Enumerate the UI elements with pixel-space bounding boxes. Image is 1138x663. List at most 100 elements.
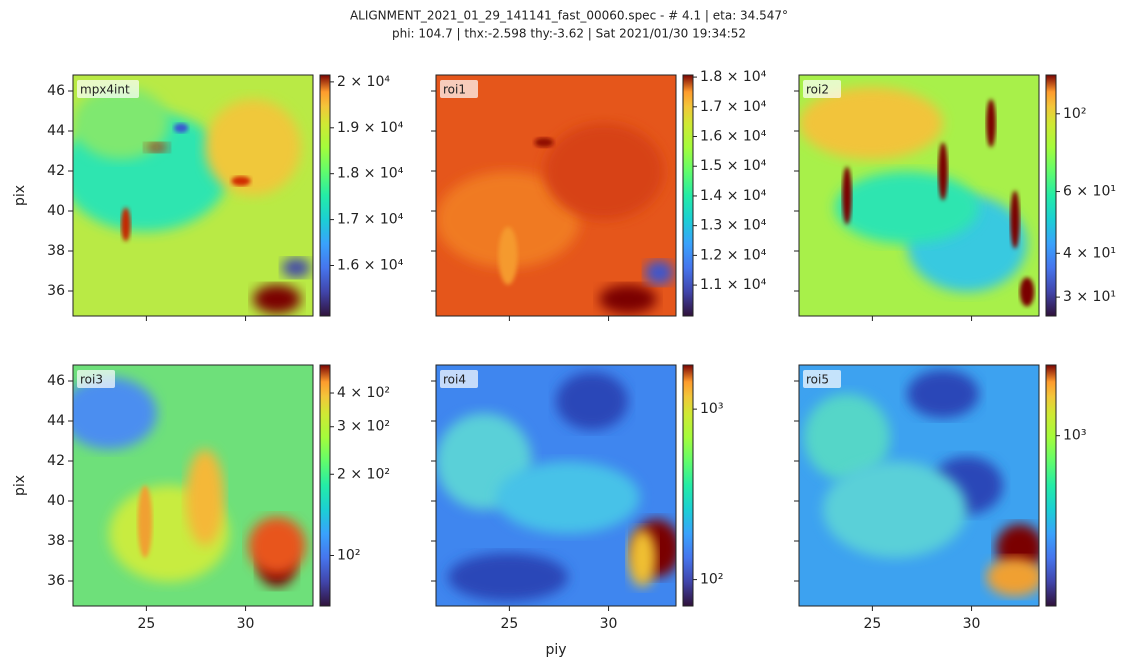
image-feature xyxy=(803,393,891,481)
image-feature xyxy=(799,87,943,160)
y-tick-label: 44 xyxy=(47,413,65,429)
image-feature xyxy=(253,284,301,314)
image-feature xyxy=(599,284,657,314)
y-axis-label: pix xyxy=(12,475,28,496)
x-tick-label: 30 xyxy=(600,616,618,632)
x-tick-label: 25 xyxy=(863,616,881,632)
colorbar-tick-label: 2 × 10² xyxy=(337,466,390,482)
y-tick-label: 36 xyxy=(47,283,65,299)
image-feature xyxy=(448,552,568,602)
colorbar xyxy=(1045,364,1057,607)
label-box xyxy=(77,370,115,388)
x-tick-label: 30 xyxy=(237,616,255,632)
colorbar-tick-label: 10³ xyxy=(700,401,723,417)
colorbar-tick-label: 10² xyxy=(700,572,723,588)
heatmap-image xyxy=(799,75,1039,316)
colorbar-tick-label: 1.2 × 10⁴ xyxy=(700,247,767,263)
image-feature xyxy=(842,166,852,225)
panel-label: roi1 xyxy=(443,83,466,97)
axes-frame xyxy=(798,74,1040,317)
colorbar-tick-label: 1.8 × 10⁴ xyxy=(337,166,404,182)
colorbar-tick-label: 1.6 × 10⁴ xyxy=(700,129,767,145)
axes-frame xyxy=(72,74,314,317)
x-tick-label: 25 xyxy=(500,616,518,632)
image-feature xyxy=(281,258,311,278)
colorbar xyxy=(319,74,331,317)
colorbar-tick-label: 10² xyxy=(1063,106,1086,122)
image-feature xyxy=(544,123,664,220)
label-box xyxy=(440,80,478,98)
y-tick-label: 42 xyxy=(47,163,65,179)
colorbar xyxy=(682,364,694,607)
image-feature xyxy=(231,176,251,186)
image-feature xyxy=(835,171,979,244)
heatmap-image xyxy=(799,365,1039,606)
figure-title: ALIGNMENT_2021_01_29_141141_fast_00060.s… xyxy=(350,9,788,23)
colorbar xyxy=(1045,74,1057,317)
colorbar-tick-label: 1.9 × 10⁴ xyxy=(337,120,404,136)
image-feature xyxy=(185,449,225,546)
colorbar xyxy=(319,364,331,607)
x-tick-label: 30 xyxy=(963,616,981,632)
image-feature xyxy=(137,485,153,558)
y-tick-label: 38 xyxy=(47,243,65,259)
colorbar-tick-label: 10³ xyxy=(1063,428,1086,444)
image-feature xyxy=(498,226,518,285)
axes-frame xyxy=(798,364,1040,607)
label-box xyxy=(440,370,478,388)
colorbar-tick-label: 1.3 × 10⁴ xyxy=(700,218,767,234)
image-feature xyxy=(907,369,979,419)
image-feature xyxy=(986,557,1039,597)
y-tick-label: 44 xyxy=(47,123,65,139)
heatmap-image xyxy=(73,365,313,606)
y-tick-label: 46 xyxy=(47,373,65,389)
colorbar-tick-label: 6 × 10¹ xyxy=(1063,184,1116,200)
y-tick-label: 36 xyxy=(47,573,65,589)
axes-frame xyxy=(72,364,314,607)
colorbar-tick-label: 10² xyxy=(337,548,360,564)
panel-label: roi2 xyxy=(806,83,829,97)
label-box xyxy=(803,370,841,388)
axes-frame xyxy=(435,364,677,607)
label-box xyxy=(803,80,841,98)
image-feature xyxy=(628,528,657,587)
colorbar-tick-label: 1.5 × 10⁴ xyxy=(700,158,767,174)
x-tick-label: 25 xyxy=(137,616,155,632)
heatmap-image xyxy=(73,75,313,316)
y-tick-label: 40 xyxy=(47,493,65,509)
image-feature xyxy=(1010,190,1020,249)
image-feature xyxy=(534,137,554,148)
colorbar-tick-label: 1.7 × 10⁴ xyxy=(337,212,404,228)
axes-frame xyxy=(435,74,677,317)
image-feature xyxy=(556,372,628,431)
image-feature xyxy=(644,260,674,285)
image-feature xyxy=(73,377,157,450)
image-feature xyxy=(248,516,306,575)
image-feature xyxy=(986,99,996,148)
colorbar-tick-label: 1.7 × 10⁴ xyxy=(700,99,767,115)
image-feature xyxy=(1019,277,1035,307)
panel-label: mpx4int xyxy=(80,83,130,97)
y-tick-label: 40 xyxy=(47,203,65,219)
image-feature xyxy=(121,207,131,242)
x-axis-label: piy xyxy=(545,642,566,658)
heatmap-image xyxy=(436,75,676,316)
image-feature xyxy=(145,142,169,153)
colorbar xyxy=(682,74,694,317)
label-box xyxy=(77,80,139,98)
colorbar-tick-label: 3 × 10² xyxy=(337,419,390,435)
y-axis-label: pix xyxy=(12,185,28,206)
colorbar-tick-label: 1.1 × 10⁴ xyxy=(700,277,767,293)
panel-label: roi4 xyxy=(443,373,466,387)
colorbar-tick-label: 1.8 × 10⁴ xyxy=(700,69,767,85)
colorbar-tick-label: 3 × 10¹ xyxy=(1063,289,1116,305)
image-feature xyxy=(73,87,169,160)
y-tick-label: 38 xyxy=(47,533,65,549)
colorbar-tick-label: 4 × 10¹ xyxy=(1063,245,1116,261)
image-feature xyxy=(823,461,967,558)
figure-subtitle: phi: 104.7 | thx:-2.598 thy:-3.62 | Sat … xyxy=(392,27,746,41)
image-feature xyxy=(436,171,580,268)
image-feature xyxy=(938,142,948,201)
colorbar-tick-label: 1.4 × 10⁴ xyxy=(700,188,767,204)
